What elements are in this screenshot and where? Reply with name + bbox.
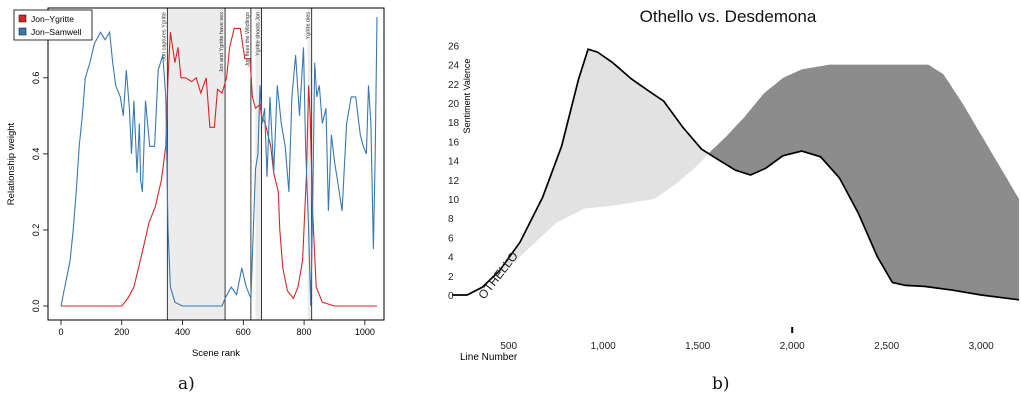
series-line-jon-ygritte: [61, 27, 377, 307]
legend-swatch-jon-samwell: [18, 27, 27, 36]
y-tick-label: 20: [448, 99, 460, 110]
othello-line: [452, 48, 1020, 301]
y-axis-label: Relationship weight: [6, 122, 17, 205]
y-tick-label: 14: [448, 157, 460, 168]
x-tick-label: 3,000: [969, 341, 994, 352]
shaded-interval-3: [307, 8, 312, 320]
x-axis: 0 200 400 600 800 1000: [58, 320, 375, 337]
x-tick-label: 0: [58, 327, 63, 337]
y-tick-label: 22: [448, 80, 460, 91]
event-label-5: Ygritte dies: [306, 12, 312, 40]
chart-title: Othello vs. Desdemona: [640, 7, 817, 26]
x-tick-label: 2,500: [874, 341, 899, 352]
chart-a: Jon captures Ygritte Jon and Ygritte have…: [6, 7, 385, 359]
x-tick-label: 200: [114, 327, 129, 337]
legend-box: [13, 9, 93, 41]
x-tick-label: 600: [236, 327, 251, 337]
legend: Jon–Ygritte Jon–Samwell: [13, 9, 93, 41]
y-tick-label: 0.6: [31, 72, 41, 85]
y-axis: 0.0 0.2 0.4 0.6: [31, 72, 48, 313]
x-tick-label: 500: [500, 341, 517, 352]
x-tick-label: 800: [297, 327, 312, 337]
y-tick-label: 0.4: [31, 148, 41, 161]
event-shaded-regions: [167, 8, 312, 320]
legend-swatch-jon-ygritte: [18, 14, 27, 23]
x-tick-label: 1,000: [591, 341, 616, 352]
y-tick-label: 8: [448, 214, 454, 225]
y-tick-label: 10: [448, 195, 460, 206]
othello-series-label: OTHELLO: [475, 249, 521, 302]
x-axis-label: Line Number: [460, 352, 518, 363]
plot-frame: [47, 7, 385, 321]
legend-label-jon-ygritte: Jon–Ygritte: [31, 14, 74, 24]
y-tick-label: 6: [448, 233, 454, 244]
y-tick-label: 26: [448, 41, 460, 52]
y-tick-label: 24: [448, 61, 460, 72]
x-tick-label: 400: [175, 327, 190, 337]
x-tick-label: 1000: [355, 327, 375, 337]
x-tick-label: 2,000: [780, 341, 805, 352]
event-label-3: Jon flees the Wildlings: [245, 12, 251, 67]
shaded-interval-1: [167, 8, 226, 320]
x-axis-label: Scene rank: [192, 348, 240, 359]
event-label-1: Jon captures Ygritte: [161, 12, 167, 61]
y-tick-label: 0.0: [31, 300, 41, 313]
y-tick-label: 4: [448, 253, 454, 264]
x-tick-label: 1,500: [685, 341, 710, 352]
y-tick-label: 16: [448, 137, 460, 148]
caption-b: b): [712, 374, 730, 394]
y-tick-label: 2: [448, 272, 454, 283]
legend-label-jon-samwell: Jon–Samwell: [31, 27, 82, 37]
sentiment-area-dark-2: [709, 64, 1019, 300]
y-tick-label: 18: [448, 118, 460, 129]
x-axis: 500 1,000 1,500 2,000 2,500 3,000: [500, 327, 994, 352]
series-line-othello: [452, 48, 1020, 301]
sentiment-areas: [489, 49, 1019, 300]
event-label-2: Jon and Ygritte have sex: [219, 12, 225, 73]
y-tick-label: 12: [448, 176, 460, 187]
series-line-jon-samwell: [60, 16, 378, 307]
series-lines: [60, 16, 378, 307]
y-axis-label: Sentiment Valence: [462, 59, 472, 134]
event-label-4: Ygritte shoots Jon: [256, 12, 262, 56]
y-tick-label: 0.2: [31, 224, 41, 237]
shaded-interval-2: [255, 8, 262, 320]
caption-a: a): [178, 374, 195, 394]
y-tick-label: 0: [448, 291, 454, 302]
sentiment-area-light-1: [489, 49, 709, 281]
